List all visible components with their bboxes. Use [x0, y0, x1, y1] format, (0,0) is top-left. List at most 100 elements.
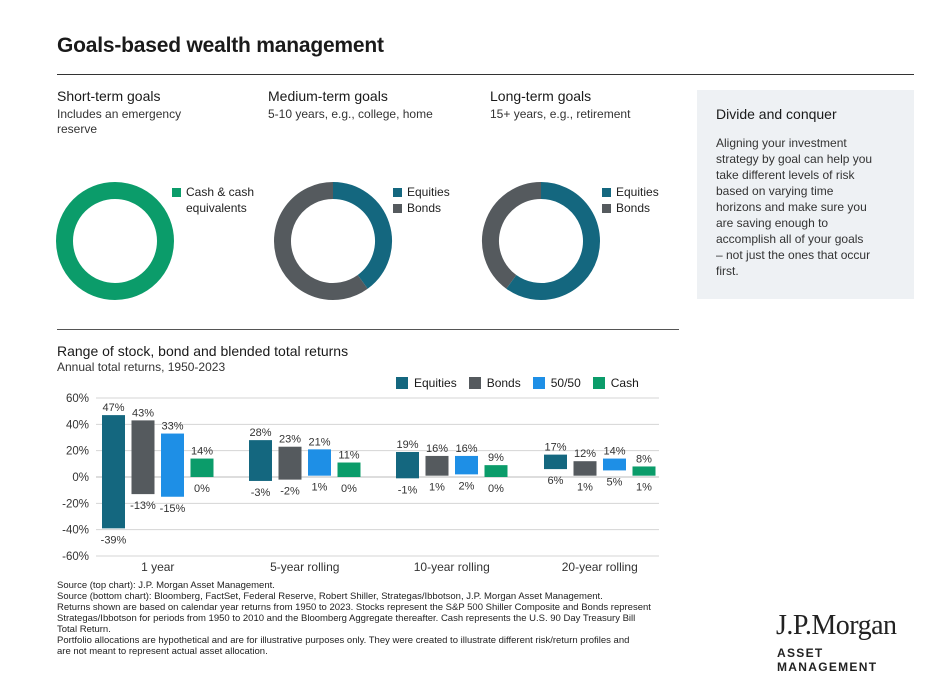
bar-low-label: 0%: [194, 483, 210, 495]
x-category-label: 10-year rolling: [414, 560, 490, 574]
range-bar: [484, 465, 508, 477]
bar-low-label: -39%: [101, 534, 127, 546]
legend-item-5050: 50/50: [532, 376, 581, 390]
x-category-label: 5-year rolling: [270, 560, 339, 574]
sidebar-line: take different levels of risk: [716, 168, 855, 182]
donut-title: Medium-term goals: [268, 88, 388, 104]
y-tick-label: -40%: [62, 525, 89, 537]
bar-high-label: 14%: [603, 446, 625, 458]
legend-swatch: [468, 377, 481, 389]
sidebar-line: horizons and make sure you: [716, 200, 867, 214]
donut-subtitle-line: 5-10 years, e.g., college, home: [268, 107, 433, 121]
donut-charts: [56, 182, 600, 300]
legend-label: 50/50: [550, 376, 581, 390]
chart-subtitle: Annual total returns, 1950-2023: [57, 360, 226, 374]
y-tick-label: -60%: [62, 551, 89, 563]
donut-slice: [274, 182, 368, 300]
bar-low-label: 0%: [341, 483, 357, 495]
y-tick-label: 40%: [66, 419, 89, 431]
donut-section-short-term: Short-term goals Includes an emergency r…: [57, 88, 181, 137]
range-bar: [425, 455, 449, 476]
sidebar-line: Aligning your investment: [716, 136, 847, 150]
sidebar-line: based on varying time: [716, 184, 834, 198]
donut-title: Short-term goals: [57, 88, 161, 104]
donut-section-long-term: Long-term goals 15+ years, e.g., retirem…: [490, 88, 630, 122]
sidebar-line: strategy by goal can help you: [716, 152, 873, 166]
legend-label: Cash & cash: [186, 185, 255, 199]
bar-high-label: 19%: [396, 439, 418, 451]
source-line: Source (top chart): J.P. Morgan Asset Ma…: [57, 580, 275, 591]
bar-high-label: 17%: [544, 442, 566, 454]
jpmorgan-logo: J.P.Morgan: [776, 610, 897, 641]
chart-title: Range of stock, bond and blended total r…: [57, 343, 349, 359]
bar-low-label: 1%: [429, 482, 445, 494]
legend-swatch: [393, 187, 402, 197]
sidebar-panel: [697, 90, 914, 299]
bar-high-label: 23%: [279, 434, 301, 446]
source-line: Source (bottom chart): Bloomberg, FactSe…: [57, 591, 603, 602]
legend-label: Cash: [610, 376, 639, 390]
sources-notes: Source (top chart): J.P. Morgan Asset Ma…: [57, 580, 747, 657]
page-title: Goals-based wealth management: [57, 34, 384, 57]
bar-low-label: 1%: [577, 482, 593, 494]
y-tick-label: -20%: [62, 498, 89, 510]
legend-swatch: [592, 377, 605, 389]
bar-high-label: 21%: [308, 436, 330, 448]
bar-low-label: 5%: [607, 476, 623, 488]
range-bar: [544, 454, 567, 470]
donut-slice: [482, 182, 542, 289]
range-bar: [249, 440, 272, 481]
x-category-label: 1 year: [141, 560, 174, 574]
legend-label: Bonds: [407, 201, 442, 215]
legend-item: Bonds: [602, 200, 659, 216]
source-line: Returns shown are based on calendar year…: [57, 602, 651, 613]
title-divider: [57, 74, 914, 75]
source-line: Portfolio allocations are hypothetical a…: [57, 635, 630, 646]
bar-low-label: 6%: [548, 475, 564, 487]
legend-label-line: equivalents: [186, 201, 247, 215]
donut-slice: [56, 182, 174, 300]
bar-high-label: 47%: [102, 402, 124, 414]
y-tick-label: 60%: [66, 393, 89, 405]
legend-swatch: [172, 187, 181, 197]
range-bar: [632, 466, 656, 476]
y-tick-label: 0%: [72, 472, 89, 484]
bar-low-label: 0%: [488, 483, 504, 495]
source-line: are not meant to represent actual asset …: [57, 646, 268, 657]
legend-label: Equities: [414, 376, 457, 390]
legend-item: Equities: [393, 184, 450, 200]
sidebar-line: first.: [716, 264, 739, 278]
bar-low-label: -15%: [160, 503, 186, 515]
bar-high-label: 12%: [574, 448, 596, 460]
range-bar: [308, 449, 331, 476]
range-bar: [161, 433, 184, 497]
range-bar: [396, 451, 419, 479]
legend-swatch: [396, 377, 408, 389]
legend-label: Bonds: [486, 376, 521, 390]
donut-section-medium-term: Medium-term goals 5-10 years, e.g., coll…: [268, 88, 433, 122]
bar-high-label: 9%: [488, 452, 504, 464]
legend-item-cash: Cash: [592, 376, 639, 390]
range-bar: [190, 458, 214, 477]
legend-swatch: [393, 203, 402, 213]
sidebar-title: Divide and conquer: [716, 106, 837, 122]
bar-low-label: 2%: [459, 480, 475, 492]
donut-legend-long-term: Equities Bonds: [602, 184, 659, 216]
section-divider: [57, 329, 679, 330]
legend-swatch: [602, 187, 611, 197]
bar-chart-legend: Equities Bonds 50/50 Cash: [396, 376, 639, 390]
bar-low-label: -1%: [398, 484, 418, 496]
range-bar: [131, 420, 155, 495]
donut-title: Long-term goals: [490, 88, 592, 104]
logo-subtitle: ASSET MANAGEMENT: [777, 646, 878, 674]
donut-subtitle-line: 15+ years, e.g., retirement: [490, 107, 631, 121]
bar-high-label: 11%: [338, 450, 359, 462]
source-line: Strategas/Ibbotson for periods from 1950…: [57, 613, 636, 624]
y-tick-label: 20%: [66, 446, 89, 458]
donut-legend-short-term: Cash & cash equivalents: [172, 184, 254, 216]
bar-high-label: 33%: [161, 421, 183, 433]
sidebar-line: are saving enough to: [716, 216, 829, 230]
legend-item: Equities: [602, 184, 659, 200]
bar-low-label: -13%: [130, 500, 156, 512]
donut-subtitle-line: reserve: [57, 122, 98, 136]
